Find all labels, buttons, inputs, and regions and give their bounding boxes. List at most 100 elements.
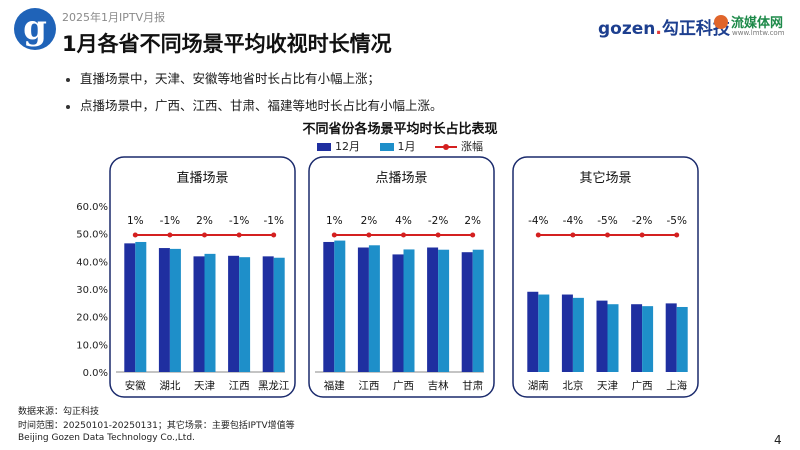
growth-data-label: -5% xyxy=(666,215,686,227)
page-number: 4 xyxy=(774,433,782,447)
growth-point xyxy=(331,232,337,238)
growth-data-label: -4% xyxy=(528,215,548,227)
bullet-item: 点播场景中，广西、江西、甘肃、福建等地时长占比有小幅上涨。 xyxy=(66,95,443,114)
x-category-label: 吉林 xyxy=(428,379,449,392)
panel-frame xyxy=(512,156,699,398)
growth-point xyxy=(535,232,541,238)
growth-data-label: -2% xyxy=(632,215,652,227)
bar-dec xyxy=(527,291,539,372)
summary-bullets: 直播场景中，天津、安徽等地省时长占比有小幅上涨； 点播场景中，广西、江西、甘肃、… xyxy=(66,68,443,122)
bar-dec xyxy=(461,252,473,372)
panel-title: 其它场景 xyxy=(579,170,631,186)
brand-lmtw-logo: 流媒体网 www.lmtw.com xyxy=(714,11,785,37)
footer-range: 时间范围：20250101-20250131；其它场景：主要包括IPTV增值等 xyxy=(18,421,295,431)
legend-swatch-dec xyxy=(317,143,331,151)
lmtw-icon xyxy=(714,14,728,29)
report-label: 2025年1月IPTV月报 xyxy=(62,11,166,24)
bullet-dot-icon xyxy=(66,77,70,82)
bar-dec xyxy=(596,300,608,372)
x-category-label: 广西 xyxy=(632,380,653,392)
growth-point xyxy=(167,232,173,238)
y-tick-label: 50.0% xyxy=(76,230,108,241)
growth-point xyxy=(401,232,406,238)
brand-gozen-main: gozen xyxy=(598,19,656,39)
bar-jan xyxy=(472,249,484,372)
bullet-item: 直播场景中，天津、安徽等地省时长占比有小幅上涨； xyxy=(66,68,443,87)
bar-dec xyxy=(427,247,439,372)
growth-data-label: -1% xyxy=(160,215,180,227)
bar-dec xyxy=(158,248,170,372)
bar-dec xyxy=(392,254,404,372)
panel-frame xyxy=(109,156,296,398)
growth-point xyxy=(674,232,680,238)
bar-jan xyxy=(239,257,251,372)
growth-point xyxy=(366,232,372,238)
growth-point xyxy=(236,232,242,238)
bar-dec xyxy=(193,256,205,372)
y-tick-label: 10.0% xyxy=(76,340,108,351)
bar-jan xyxy=(538,294,550,372)
growth-data-label: -1% xyxy=(229,215,249,227)
y-tick-label: 60.0% xyxy=(76,202,108,213)
y-tick-label: 40.0% xyxy=(76,257,108,268)
panel-title: 点播场景 xyxy=(375,171,427,186)
bullet-text: 点播场景中，广西、江西、甘肃、福建等地时长占比有小幅上涨。 xyxy=(80,98,443,113)
x-category-label: 北京 xyxy=(562,379,583,392)
footer-company: Beijing Gozen Data Technology Co.,Ltd. xyxy=(18,433,195,443)
bar-dec xyxy=(323,241,335,372)
x-category-label: 黑龙江 xyxy=(258,379,290,392)
growth-data-label: -5% xyxy=(597,215,617,227)
x-category-label: 湖南 xyxy=(528,379,549,392)
bar-dec xyxy=(124,243,136,372)
growth-data-label: 2% xyxy=(464,215,481,227)
x-category-label: 江西 xyxy=(358,380,379,392)
bar-dec xyxy=(228,255,240,372)
bar-jan xyxy=(334,240,346,372)
growth-data-label: -2% xyxy=(428,215,448,227)
legend-line-dot-icon xyxy=(435,144,457,150)
footer-source: 数据来源：勾正科技 xyxy=(18,407,100,417)
brand-lmtw-name: 流媒体网 xyxy=(731,16,784,31)
brand-gozen-accent: . xyxy=(655,19,662,39)
bar-dec xyxy=(561,294,573,372)
legend-item-jan: 1月 xyxy=(379,138,416,154)
bar-jan xyxy=(169,248,181,372)
bar-dec xyxy=(262,256,274,372)
growth-point xyxy=(639,232,645,238)
y-tick-label: 0.0% xyxy=(83,368,108,379)
bullet-text: 直播场景中，天津、安徽等地省时长占比有小幅上涨； xyxy=(80,71,381,86)
bar-jan xyxy=(368,245,380,372)
legend-label: 12月 xyxy=(335,140,360,153)
growth-point xyxy=(435,232,441,238)
legend-label: 1月 xyxy=(397,140,416,153)
x-category-label: 天津 xyxy=(194,380,215,392)
bar-jan xyxy=(438,249,450,372)
chart-legend: 12月 1月 涨幅 xyxy=(0,138,800,154)
bar-jan xyxy=(204,253,216,372)
growth-data-label: 2% xyxy=(196,215,213,227)
bar-jan xyxy=(403,249,415,372)
bar-dec xyxy=(357,247,369,372)
x-category-label: 甘肃 xyxy=(462,379,483,392)
bar-jan xyxy=(607,304,619,372)
y-tick-label: 20.0% xyxy=(76,313,108,324)
legend-label: 涨幅 xyxy=(461,140,483,153)
growth-point xyxy=(570,232,576,238)
growth-data-label: 2% xyxy=(361,215,378,227)
panel-title: 直播场景 xyxy=(176,171,228,186)
brand-gozen-logo: gozen.勾正科技 xyxy=(598,14,730,39)
growth-data-label: 4% xyxy=(395,215,412,227)
growth-point xyxy=(202,232,207,238)
bar-jan xyxy=(572,297,584,372)
x-category-label: 江西 xyxy=(229,380,250,392)
growth-data-label: -1% xyxy=(263,215,283,227)
x-category-label: 广西 xyxy=(393,380,414,392)
growth-point xyxy=(271,232,277,238)
bar-jan xyxy=(135,241,147,372)
y-tick-label: 30.0% xyxy=(76,285,108,296)
bar-dec xyxy=(665,303,677,372)
brand-gozen-cn: 勾正科技 xyxy=(661,19,730,39)
x-category-label: 上海 xyxy=(666,379,687,392)
page-title: 1月各省不同场景平均收视时长情况 xyxy=(62,32,392,56)
